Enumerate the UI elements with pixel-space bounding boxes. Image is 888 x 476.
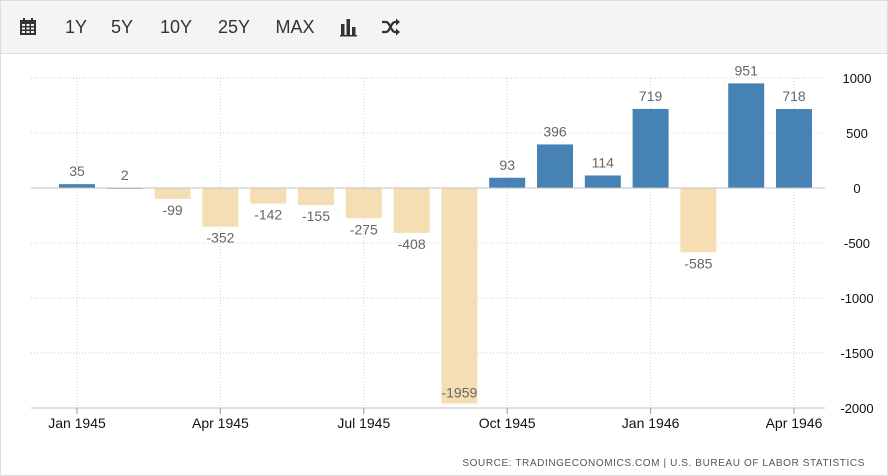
data-label: -1959: [441, 384, 477, 400]
bar: [441, 188, 478, 404]
data-label: 35: [69, 163, 85, 179]
bar: [632, 108, 669, 188]
data-label: -585: [684, 255, 712, 271]
bar: [250, 188, 287, 204]
y-tick-label: 500: [846, 126, 868, 141]
source-credit: SOURCE: TRADINGECONOMICS.COM | U.S. BURE…: [462, 458, 865, 469]
data-label: -352: [206, 230, 234, 246]
bar: [59, 184, 95, 188]
bar: [154, 188, 191, 199]
chart-type-button[interactable]: [327, 1, 371, 53]
bar: [393, 188, 430, 233]
x-tick-label: Oct 1945: [479, 415, 536, 431]
compare-button[interactable]: [371, 1, 411, 53]
x-tick-label: Apr 1946: [766, 415, 823, 431]
y-tick-label: -1000: [840, 291, 873, 306]
data-label: 396: [543, 123, 567, 139]
bar: [680, 188, 717, 253]
bar: [345, 188, 382, 219]
y-tick-label: -500: [844, 236, 870, 251]
bar: [776, 109, 812, 188]
data-label: 718: [782, 88, 806, 104]
data-label: -155: [302, 208, 330, 224]
bar: [537, 144, 573, 188]
bar: [728, 83, 765, 188]
bar: [298, 188, 334, 206]
range-10y-button[interactable]: 10Y: [159, 16, 193, 37]
data-label: -408: [398, 236, 426, 252]
bar-chart-icon: [340, 19, 357, 37]
bar: [489, 177, 526, 188]
chart-toolbar: 1Y 5Y 10Y 25Y MAX: [1, 1, 887, 54]
bar: [202, 188, 239, 227]
data-label: 114: [592, 154, 615, 170]
bar: [584, 175, 621, 188]
x-tick-label: Jul 1945: [337, 415, 390, 431]
data-label: -142: [254, 207, 282, 223]
y-tick-label: 1000: [843, 71, 872, 86]
y-tick-label: 0: [853, 181, 860, 196]
data-label: 93: [499, 157, 515, 173]
y-tick-label: -1500: [840, 346, 873, 361]
range-max-button[interactable]: MAX: [275, 16, 315, 37]
shuffle-icon: [382, 18, 400, 36]
x-tick-label: Apr 1945: [192, 415, 249, 431]
data-label: -275: [350, 221, 378, 237]
range-25y-button[interactable]: 25Y: [217, 16, 251, 37]
data-label: 951: [735, 62, 759, 78]
range-1y-button[interactable]: 1Y: [64, 16, 88, 37]
bar-chart: 1000 500 0 -500 -1000 -1500 -2000 35 2 -99 -352 -14…: [31, 62, 874, 431]
data-label: -99: [162, 202, 182, 218]
range-5y-button[interactable]: 5Y: [110, 16, 134, 37]
data-label: 719: [639, 88, 663, 104]
y-tick-label: -2000: [840, 401, 873, 416]
calendar-button[interactable]: [1, 1, 55, 53]
data-label: 2: [121, 167, 129, 183]
calendar-icon: [20, 18, 36, 35]
x-tick-label: Jan 1946: [622, 415, 680, 431]
x-tick-label: Jan 1945: [48, 415, 106, 431]
